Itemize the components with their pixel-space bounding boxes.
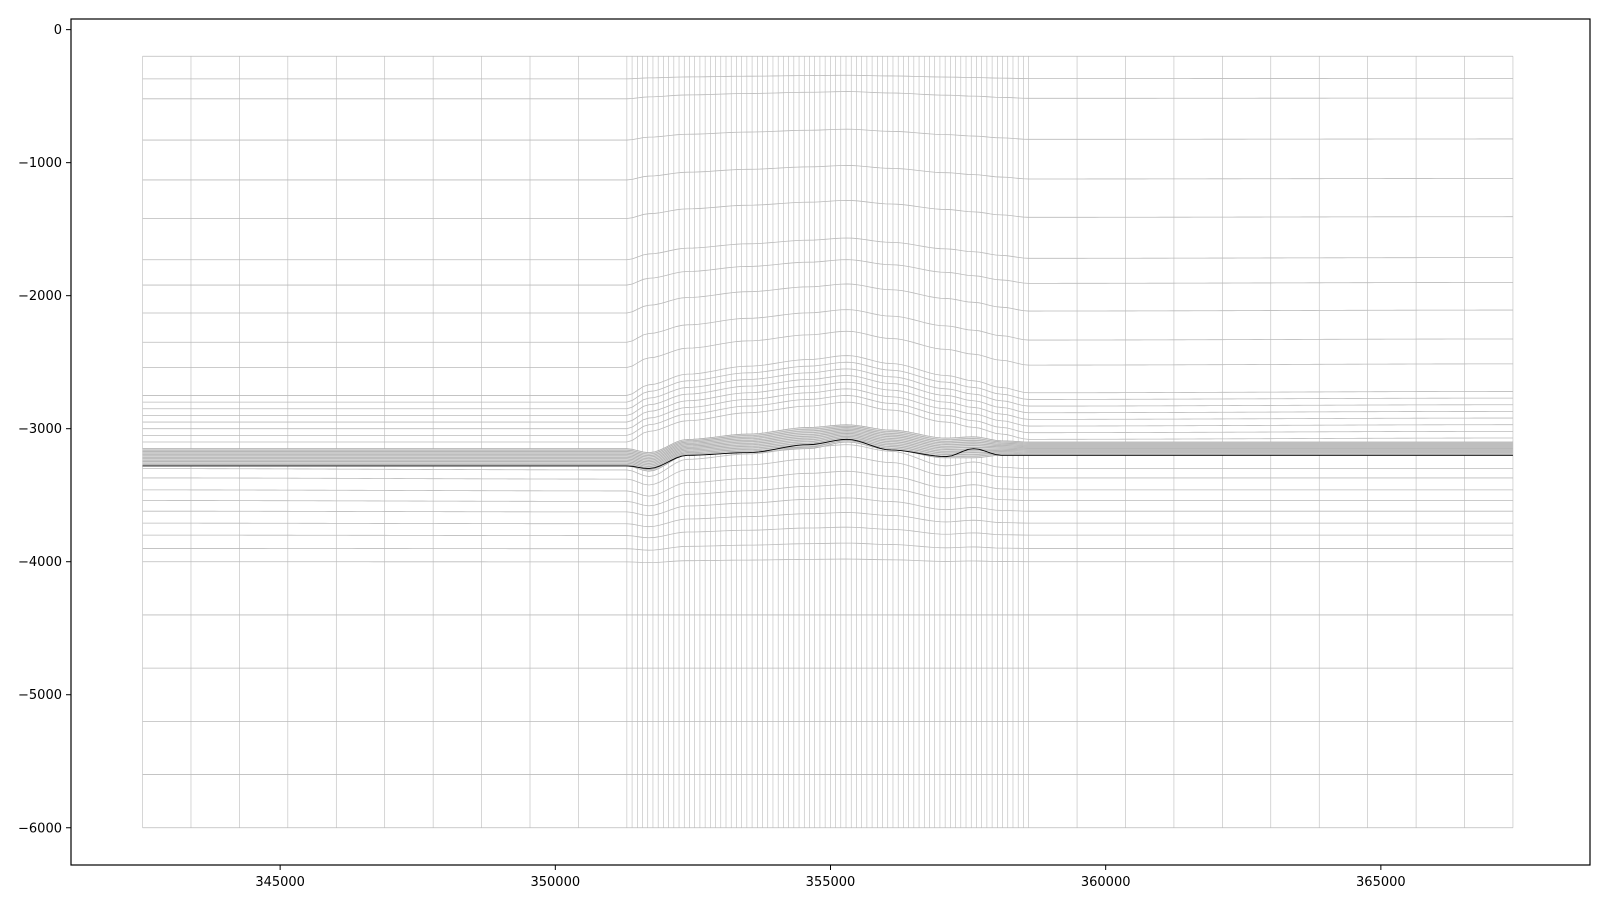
- horizon-line: [142, 438, 1513, 470]
- y-axis: 0 −1000 −2000 −3000 −4000 −5000 −6000: [18, 23, 71, 836]
- mesh-horizontal-line: [142, 283, 1513, 314]
- mesh-horizontal-line: [142, 388, 1513, 430]
- mesh-horizontal-line: [142, 497, 1513, 517]
- mesh-horizontal-line: [142, 558, 1513, 564]
- mesh-horizontal-line: [142, 165, 1513, 181]
- mesh-horizontal-line: [142, 361, 1513, 403]
- mesh-horizontal-line: [142, 395, 1513, 436]
- mesh-horizontal-line: [142, 542, 1513, 551]
- y-tick-label: −1000: [18, 156, 62, 171]
- mesh-horizontal-line: [142, 91, 1513, 100]
- mesh-horizontal-line: [142, 199, 1513, 219]
- mesh-horizontal-line: [142, 237, 1513, 261]
- x-axis: 345000 350000 355000 360000 365000: [255, 865, 1406, 890]
- dense-band-line: [142, 428, 1513, 458]
- mesh-horizontal-line: [142, 330, 1513, 368]
- dense-band-line: [142, 440, 1513, 471]
- x-tick-label: 360000: [1081, 875, 1131, 890]
- mesh-horizontal-line: [142, 456, 1513, 486]
- mesh-horizontal-line: [142, 375, 1513, 416]
- dense-band-line: [142, 434, 1513, 464]
- mesh-horizontal-line: [142, 309, 1513, 343]
- dense-band-line: [142, 430, 1513, 460]
- y-tick-label: −2000: [18, 289, 62, 304]
- mesh-horizontal-line: [142, 259, 1513, 286]
- mesh-horizontal-line: [142, 512, 1513, 528]
- dense-band-line: [142, 431, 1513, 461]
- mesh-horizontal-line: [142, 401, 1513, 443]
- dense-band-line: [142, 427, 1513, 457]
- mesh-horizontal-line: [142, 355, 1513, 396]
- mesh-horizontal-line: [142, 484, 1513, 507]
- mesh-horizontal-line: [142, 128, 1513, 141]
- y-tick-label: −4000: [18, 555, 62, 570]
- mesh-horizontal-line: [142, 74, 1513, 80]
- x-tick-label: 350000: [530, 875, 580, 890]
- dense-band-fill: [142, 424, 1513, 472]
- dense-band-line: [142, 437, 1513, 467]
- y-tick-label: −3000: [18, 422, 62, 437]
- mesh-horizontal-line: [142, 526, 1513, 539]
- x-tick-label: 345000: [255, 875, 305, 890]
- dense-band-line: [142, 424, 1513, 453]
- mesh-grid: [142, 55, 1514, 829]
- mesh-horizontal-line: [142, 470, 1513, 497]
- mesh-horizontal-line: [142, 381, 1513, 423]
- y-tick-label: 0: [54, 23, 62, 38]
- y-tick-label: −5000: [18, 688, 62, 703]
- mesh-horizontal-line: [142, 368, 1513, 410]
- x-tick-label: 365000: [1356, 875, 1406, 890]
- dense-band-line: [142, 435, 1513, 466]
- y-tick-label: −6000: [18, 821, 62, 836]
- x-tick-label: 355000: [806, 875, 856, 890]
- dense-band-line: [142, 425, 1513, 455]
- dense-band-line: [142, 432, 1513, 463]
- horizon-layer: [142, 438, 1513, 470]
- mesh-horizontal-line: [142, 444, 1513, 477]
